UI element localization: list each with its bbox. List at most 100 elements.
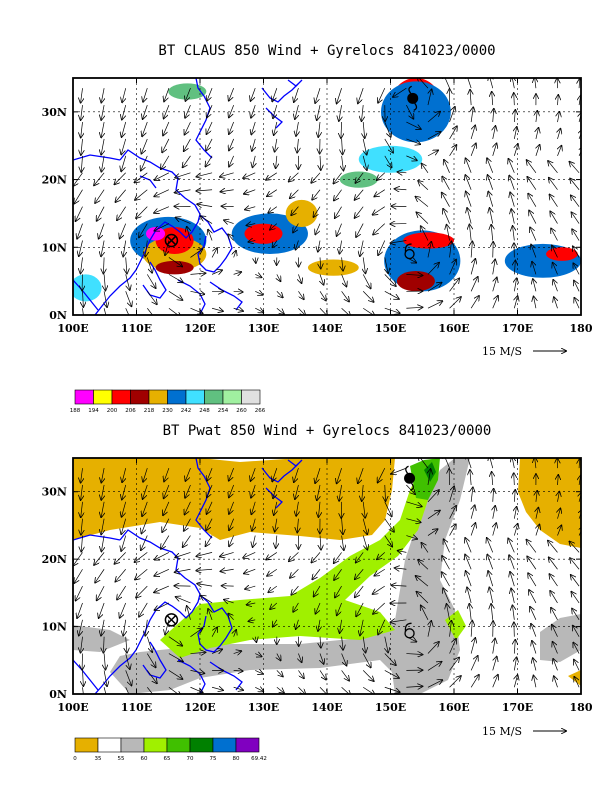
wind-vector (196, 569, 213, 570)
wind-vector (146, 274, 155, 288)
wind-vector (342, 535, 344, 551)
wind-vector (162, 138, 170, 152)
wind-vector (471, 107, 473, 123)
x-tick-label: 130E (248, 701, 279, 714)
wind-vector (229, 138, 234, 150)
wind-vector (125, 274, 130, 289)
wind-vector (190, 249, 202, 258)
wind-vector (207, 501, 213, 514)
wind-vector (558, 112, 560, 123)
wind-vector (572, 229, 580, 241)
wind-vector (139, 602, 148, 617)
wind-vector (570, 558, 580, 570)
wind-vector (493, 639, 495, 654)
wind-vector (207, 467, 213, 481)
wind-vector (450, 242, 452, 258)
wind-vector (228, 614, 234, 621)
wind-vector (146, 653, 155, 668)
wind-vector (514, 261, 515, 275)
wind-vector (82, 308, 84, 315)
wind-vector (363, 121, 364, 138)
wind-vector (83, 670, 84, 686)
colorbar-swatch (204, 389, 224, 405)
wind-vector (81, 535, 82, 552)
wind-vector (554, 297, 558, 309)
chart1-wind-vectors (73, 78, 581, 315)
wind-vector (103, 636, 104, 653)
wind-vector (339, 105, 342, 121)
wind-vector (276, 155, 277, 168)
wind-vector (535, 78, 536, 89)
wind-vector (552, 625, 558, 637)
wind-vector (251, 501, 255, 514)
wind-vector (558, 509, 561, 519)
wind-vector (489, 78, 492, 89)
wind-vector (104, 274, 105, 290)
wind-vector (514, 657, 516, 671)
wind-vector (298, 291, 303, 299)
wind-vector (378, 619, 386, 635)
wind-vector (155, 602, 170, 610)
wind-vector (334, 189, 342, 201)
wind-vector (385, 257, 388, 273)
wind-vector (228, 234, 234, 241)
wind-vector (273, 484, 277, 498)
wind-vector (251, 484, 256, 498)
wind-vector (466, 192, 472, 207)
wind-vector (449, 260, 456, 275)
wind-vector (229, 518, 234, 531)
wind-vector (320, 535, 321, 550)
chart2-region-55-60-east (540, 614, 581, 662)
wind-vector (554, 676, 558, 688)
wind-vector (81, 484, 83, 500)
chart1-wind-reference-label: 15 M/S (482, 345, 522, 358)
wind-vector (449, 126, 457, 140)
wind-vector (549, 557, 558, 570)
wind-vector (337, 602, 342, 615)
wind-vector (161, 155, 170, 169)
colorbar-label: 35 (95, 756, 102, 762)
wind-vector (416, 576, 429, 587)
wind-vector (147, 670, 157, 683)
wind-vector (489, 458, 492, 469)
wind-vector (145, 619, 147, 636)
wind-vector (406, 138, 420, 144)
wind-vector (531, 624, 537, 637)
wind-vector (229, 484, 234, 497)
wind-vector (81, 501, 83, 517)
wind-vector (447, 225, 450, 241)
wind-vector (341, 653, 347, 666)
wind-vector (449, 658, 460, 671)
wind-vector (493, 260, 495, 275)
wind-vector (276, 307, 284, 314)
cloud-cell-8 (146, 226, 166, 241)
wind-vector (342, 636, 344, 650)
wind-vector (360, 619, 363, 635)
colorbar-label: 218 (144, 408, 155, 414)
wind-vector (274, 501, 277, 515)
wind-vector (185, 467, 191, 481)
wind-vector (469, 225, 471, 241)
wind-vector (493, 126, 496, 140)
wind-vector (315, 468, 321, 483)
wind-vector (122, 104, 126, 119)
chart2-region-60-65-east (445, 610, 466, 640)
cloud-cell-9 (155, 260, 194, 275)
wind-vector (224, 600, 234, 603)
wind-vector (255, 257, 256, 262)
wind-vector (558, 129, 561, 140)
wind-vector (294, 88, 299, 102)
wind-vector (229, 501, 234, 514)
x-tick-label: 160E (438, 701, 469, 714)
wind-vector (341, 122, 342, 138)
wind-vector (95, 189, 105, 203)
wind-vector (81, 105, 83, 120)
x-tick-label: 180 (570, 701, 593, 714)
wind-vector (155, 223, 170, 231)
wind-vector (377, 552, 386, 559)
wind-vector (339, 484, 342, 501)
wind-vector (206, 535, 213, 547)
wind-vector (123, 240, 125, 257)
wind-vector (101, 155, 104, 172)
wind-vector (154, 189, 170, 197)
